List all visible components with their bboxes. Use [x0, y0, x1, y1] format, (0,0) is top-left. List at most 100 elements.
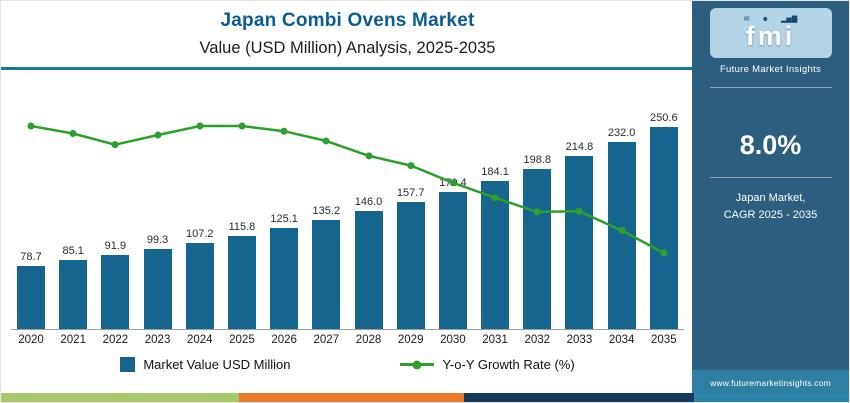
legend-item-yoy-growth: Y-o-Y Growth Rate (%) [400, 357, 575, 372]
footer-strip-segment [464, 393, 694, 402]
logo-icons: ✉ ☻ ▂▅▇ [744, 16, 797, 23]
market-value-bar [649, 127, 678, 329]
x-axis-label: 2031 [482, 334, 508, 346]
bar-swatch-icon [120, 357, 136, 372]
bar-value-label: 91.9 [104, 239, 127, 252]
sidebar-divider [709, 177, 832, 178]
cagr-caption-line2: CAGR 2025 - 2035 [723, 208, 818, 221]
yoy-point-marker [27, 122, 35, 130]
line-swatch-icon [400, 360, 435, 369]
brand-sidebar: ✉ ☻ ▂▅▇ fmi Future Market Insights 8.0% … [692, 1, 849, 402]
bar-group: 214.8 [561, 141, 597, 329]
footer-strip [1, 393, 849, 402]
fmi-logo: ✉ ☻ ▂▅▇ fmi [709, 8, 832, 58]
x-axis-label: 2023 [144, 334, 171, 346]
cagr-caption: Japan Market, CAGR 2025 - 2035 [724, 190, 818, 223]
yoy-point-marker [69, 129, 77, 137]
legend: Market Value USD Million Y-o-Y Growth Ra… [11, 357, 684, 372]
bar-group: 170.4 [435, 177, 471, 329]
yoy-point-marker [407, 162, 415, 170]
bar-value-label: 232.0 [607, 127, 636, 139]
logo-caption: Future Market Insights [719, 64, 822, 75]
bar-group: 107.2 [182, 228, 218, 329]
x-axis-label: 2029 [397, 334, 424, 346]
bar-group: 115.8 [224, 221, 260, 329]
yoy-point-marker [238, 122, 246, 130]
x-axis-label: 2027 [313, 334, 340, 346]
market-value-bar [59, 260, 88, 329]
yoy-point-marker [196, 122, 204, 130]
bar-group: 85.1 [55, 245, 91, 329]
chart-panel: Japan Combi Ovens Market Value (USD Mill… [1, 1, 694, 395]
cagr-caption-line1: Japan Market, [735, 192, 806, 204]
bar-value-label: 184.1 [481, 165, 509, 178]
line-marker-icon [412, 360, 422, 369]
x-axis-label: 2024 [186, 334, 213, 346]
bar-value-label: 107.2 [185, 227, 214, 240]
bar-group: 78.7 [13, 251, 49, 329]
x-axis-label: 2033 [566, 334, 593, 346]
market-value-bar [565, 155, 594, 329]
x-axis-label: 2026 [271, 334, 297, 346]
market-value-bar [270, 228, 299, 329]
yoy-point-marker [322, 137, 330, 145]
bar-value-label: 125.1 [270, 213, 298, 226]
bar-value-label: 250.6 [650, 112, 678, 124]
website-url: www.futuremarketinsights.com [692, 370, 849, 395]
bar-group: 157.7 [393, 187, 429, 329]
chart-area: 78.7 85.1 91.9 99.3 107.2 115.8 125.1 135.2 146.… [11, 74, 684, 372]
bar-value-label: 99.3 [146, 234, 169, 246]
bar-group: 146.0 [351, 196, 387, 329]
plot: 78.7 85.1 91.9 99.3 107.2 115.8 125.1 135.2 146.… [11, 74, 684, 330]
legend-bar-label: Market Value USD Million [143, 357, 291, 372]
bar-value-label: 85.1 [62, 245, 84, 258]
x-axis-label: 2022 [102, 334, 129, 346]
x-axis-label: 2030 [440, 334, 466, 346]
market-value-bar [523, 168, 552, 329]
bar-value-label: 198.8 [523, 153, 552, 166]
yoy-point-marker [154, 131, 162, 139]
x-axis-label: 2034 [608, 334, 635, 346]
bar-group: 135.2 [308, 205, 344, 329]
yoy-point-marker [280, 127, 288, 135]
bar-value-label: 146.0 [354, 196, 383, 209]
bar-group: 198.8 [519, 154, 555, 329]
bar-value-label: 170.4 [439, 176, 467, 189]
market-value-bar [17, 265, 45, 329]
mail-icon: ✉ [743, 16, 750, 23]
bar-group: 91.9 [97, 240, 133, 329]
header-divider [1, 67, 694, 70]
logo-text: fmi [745, 21, 796, 51]
x-axis-labels: 2020 2021 2022 2023 2024 2025 2026 2027 2028 2029… [11, 334, 684, 346]
bar-group: 125.1 [266, 213, 302, 329]
market-value-bar [312, 220, 341, 329]
bar-group: 250.6 [646, 112, 682, 329]
footer-strip-segment [239, 393, 465, 402]
market-value-bar [185, 242, 214, 329]
yoy-point-marker [111, 141, 119, 149]
x-axis-label: 2028 [355, 334, 382, 346]
x-axis-label: 2035 [651, 334, 677, 346]
bar-group: 232.0 [604, 127, 640, 329]
x-axis-label: 2025 [229, 334, 255, 346]
bar-group: 184.1 [477, 166, 513, 329]
bar-value-label: 135.2 [312, 205, 341, 217]
bar-value-label: 157.7 [396, 186, 425, 199]
market-value-bar [101, 254, 130, 329]
cagr-value: 8.0% [739, 130, 802, 160]
chart-subtitle: Value (USD Million) Analysis, 2025-2035 [199, 39, 496, 57]
bar-chart-icon: ▂▅▇ [781, 16, 798, 23]
market-value-bar [438, 191, 467, 329]
legend-item-market-value: Market Value USD Million [120, 357, 290, 372]
footer-strip-segment [1, 393, 239, 402]
yoy-point-marker [365, 152, 373, 160]
legend-line-label: Y-o-Y Growth Rate (%) [442, 357, 575, 372]
bar-group: 99.3 [140, 234, 176, 329]
market-value-bar [481, 180, 510, 329]
market-value-bar [354, 211, 383, 329]
bar-value-label: 214.8 [565, 140, 594, 153]
market-value-bar [227, 235, 256, 329]
bar-value-label: 115.8 [228, 220, 256, 233]
x-axis-label: 2032 [524, 334, 551, 346]
